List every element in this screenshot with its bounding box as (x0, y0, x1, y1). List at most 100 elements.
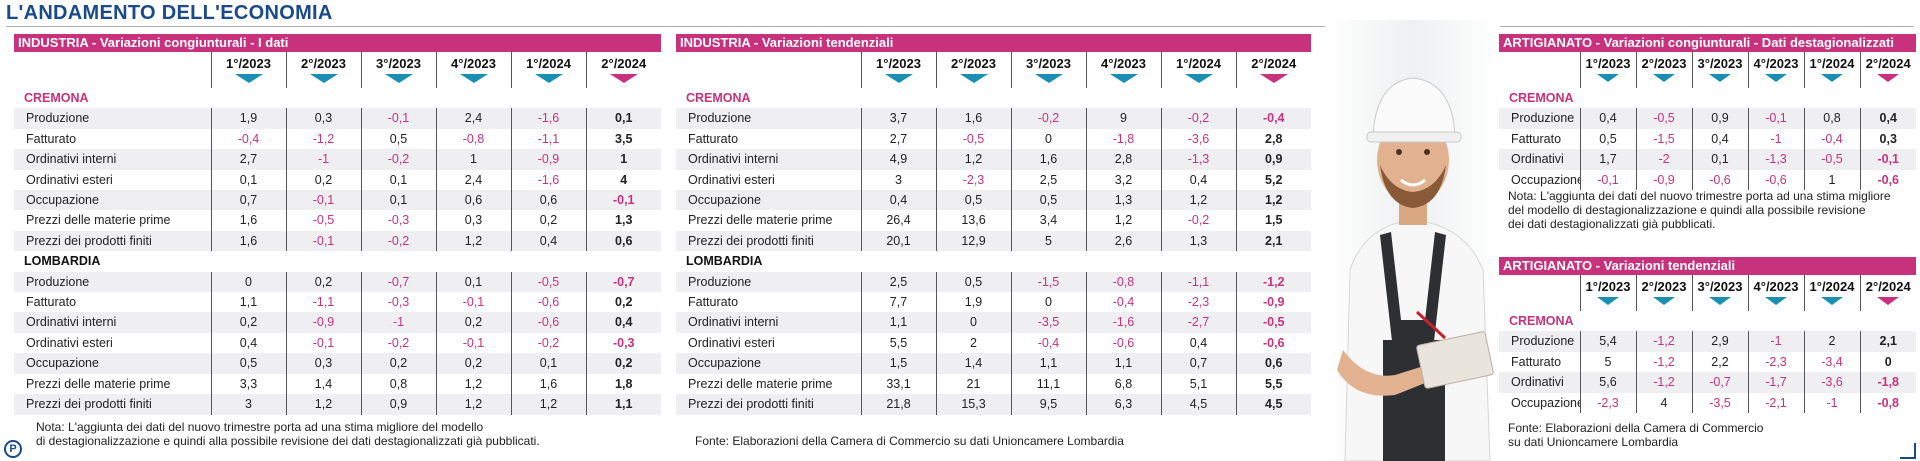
header-row: 1°/2023 2°/2023 3°/2023 4°/2023 1°/2024 2°/20… (1499, 275, 1916, 311)
value-cell: 2,1 (1235, 230, 1311, 252)
publisher-logo: P (4, 440, 22, 458)
value-cell: 3 (860, 169, 936, 191)
value-cell: 0,5 (935, 190, 1011, 211)
table-row: Ordinativi esteri 0,1 0,2 0,1 2,4 -1,6 4 (14, 169, 661, 191)
value-cell: -1,8 (1085, 128, 1161, 150)
period-label: 2°/2023 (1641, 279, 1687, 294)
table-row: Ordinativi esteri 5,5 2 -0,4 -0,6 0,4 -0,6 (676, 332, 1311, 354)
value-cell: -2,3 (1579, 392, 1636, 414)
page-title: L'ANDAMENTO DELL'ECONOMIA (6, 2, 333, 24)
value-cell: 3,7 (860, 108, 936, 129)
data-table: 1°/2023 2°/2023 3°/2023 4°/2023 1°/2024 2°/20… (1499, 275, 1916, 414)
row-label: Occupazione (1511, 172, 1580, 187)
value-cell: -0,3 (585, 332, 661, 354)
row-label: Produzione (1499, 331, 1580, 352)
period-label: 4°/2023 (451, 56, 496, 71)
value-cell: -1,6 (510, 108, 586, 129)
down-arrow-icon (959, 74, 988, 83)
section-row: LOMBARDIA (14, 251, 661, 271)
section-row: CREMONA (676, 88, 1311, 108)
value-cell: 0,4 (1859, 108, 1916, 129)
value-cell: -1,3 (1747, 149, 1804, 170)
value-cell: 2,8 (1235, 128, 1311, 150)
header-corner (1499, 275, 1580, 311)
value-cell: -0,9 (510, 149, 586, 170)
value-cell: 5,4 (1579, 331, 1636, 352)
value-cell: 2,7 (210, 149, 286, 170)
value-cell: -0,8 (435, 128, 511, 150)
period-label: 1°/2023 (226, 56, 271, 71)
period-label: 2°/2023 (1641, 56, 1687, 71)
value-cell: 6,3 (1085, 394, 1161, 415)
value-cell: 1,2 (435, 373, 511, 395)
value-cell: -1,2 (1635, 331, 1692, 352)
value-cell: 0,1 (360, 190, 436, 211)
period-header: 2°/2023 (285, 52, 361, 88)
value-cell: -0,5 (285, 210, 361, 231)
value-cell: 20,1 (860, 230, 936, 252)
row-label: Occupazione (14, 190, 211, 211)
value-cell: -0,1 (285, 190, 361, 211)
value-cell: -0,3 (360, 292, 436, 313)
table-row: Ordinativi 5,6 -1,2 -0,7 -1,7 -3,6 -1,8 (1499, 372, 1916, 393)
value-cell: 0,2 (510, 210, 586, 231)
value-cell: -1 (1803, 392, 1860, 414)
row-label: Prezzi delle materie prime (688, 213, 833, 228)
value-cell: 0,3 (435, 210, 511, 231)
value-cell: -0,9 (1635, 169, 1692, 191)
value-cell: 0,9 (360, 394, 436, 415)
table-artigianato-congiunturali: ARTIGIANATO - Variazioni congiunturali -… (1499, 34, 1916, 191)
value-cell: 0,4 (860, 190, 936, 211)
value-cell: -0,9 (285, 312, 361, 333)
table-row: Fatturato 0,5 -1,5 0,4 -1 -0,4 0,3 (1499, 128, 1916, 150)
table-row: Ordinativi interni 2,7 -1 -0,2 1 -0,9 1 (14, 149, 661, 170)
value-cell: -0,2 (360, 332, 436, 354)
header-row: 1°/2023 2°/2023 3°/2023 4°/2023 1°/2024 2°/20… (14, 52, 661, 88)
value-cell: 9 (1085, 108, 1161, 129)
period-header: 2°/2024 (1235, 52, 1311, 88)
value-cell: 3,4 (1010, 210, 1086, 231)
value-cell: -0,5 (1803, 149, 1860, 170)
value-cell: 11,1 (1010, 373, 1086, 395)
value-cell: -2 (1635, 149, 1692, 170)
value-cell: 5,5 (1235, 373, 1311, 395)
value-cell: 1,2 (1235, 190, 1311, 211)
value-cell: -0,5 (510, 271, 586, 293)
table-row: Ordinativi esteri 0,4 -0,1 -0,2 -0,1 -0,2 -0,3 (14, 332, 661, 354)
period-header: 1°/2023 (1579, 52, 1636, 88)
value-cell: 4,9 (860, 149, 936, 170)
period-header: 4°/2023 (1085, 52, 1161, 88)
corner-mark (1900, 443, 1916, 459)
period-label: 2°/2024 (601, 56, 647, 71)
section-title: CREMONA (686, 91, 751, 105)
note-industria: Nota: L'aggiunta dei dati del nuovo trim… (36, 420, 540, 448)
down-arrow-icon (1821, 297, 1843, 305)
value-cell: -0,2 (510, 332, 586, 354)
value-cell: -0,1 (585, 190, 661, 211)
note-artigianato: Nota: L'aggiunta dei dati del nuovo trim… (1508, 189, 1891, 231)
value-cell: -0,2 (1160, 108, 1236, 129)
table-row: Produzione 2,5 0,5 -1,5 -0,8 -1,1 -1,2 (676, 271, 1311, 293)
period-header: 4°/2023 (435, 52, 511, 88)
section-row: CREMONA (1499, 311, 1916, 331)
value-cell: 0,1 (510, 353, 586, 374)
value-cell: -0,2 (360, 149, 436, 170)
period-header: 3°/2023 (1691, 52, 1748, 88)
row-label: Ordinativi esteri (26, 172, 113, 187)
row-label: Fatturato (688, 295, 739, 310)
value-cell: 0,7 (1160, 353, 1236, 374)
value-cell: -0,1 (1579, 169, 1636, 191)
down-arrow-icon (1597, 297, 1619, 305)
value-cell: 4 (585, 169, 661, 191)
table-artigianato-tendenziali: ARTIGIANATO - Variazioni tendenziali 1°/… (1499, 257, 1916, 414)
row-label: Prezzi delle materie prime (26, 376, 171, 391)
value-cell: -0,9 (1235, 292, 1311, 313)
row-label: Prezzi dei prodotti finiti (676, 230, 861, 252)
period-label: 1°/2024 (1809, 279, 1855, 294)
value-cell: 1,4 (935, 353, 1011, 374)
period-label: 1°/2024 (526, 56, 571, 71)
table-industria-tendenziali: INDUSTRIA - Variazioni tendenziali 1°/20… (676, 34, 1311, 415)
header-row: 1°/2023 2°/2023 3°/2023 4°/2023 1°/2024 2°/20… (1499, 52, 1916, 88)
period-header: 1°/2023 (210, 52, 286, 88)
value-cell: -0,6 (1859, 169, 1916, 191)
